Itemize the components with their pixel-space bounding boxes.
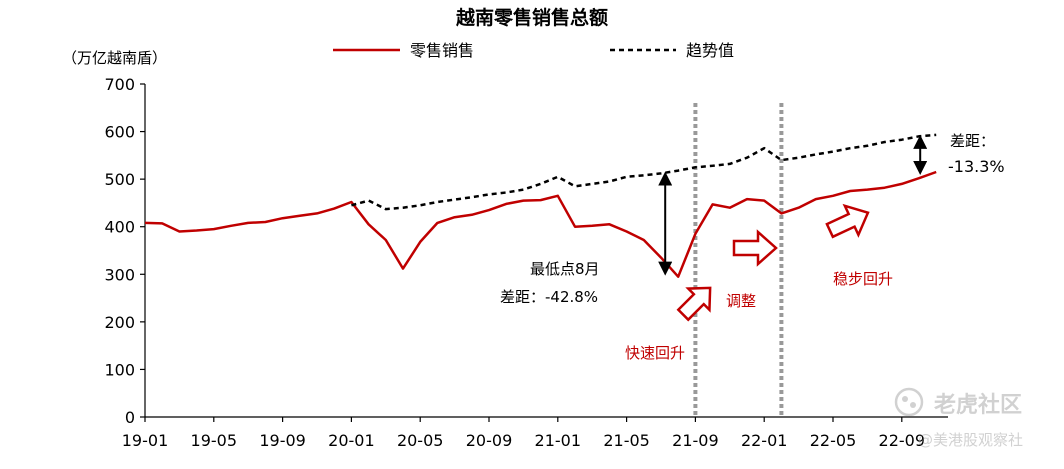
x-tick-label: 22-05 (810, 431, 857, 450)
x-tick-label: 20-05 (397, 431, 444, 450)
x-tick-label: 21-01 (535, 431, 582, 450)
phase-label-adjust: 调整 (726, 292, 756, 310)
watermark-subtext: @美港股观察社 (918, 431, 1023, 449)
y-tick-label: 600 (104, 123, 135, 142)
x-tick-label: 19-01 (122, 431, 169, 450)
series-line-retail (144, 170, 937, 278)
phase-arrow-rapid (676, 286, 712, 322)
x-tick-label: 20-09 (466, 431, 513, 450)
x-tick-label: 22-09 (879, 431, 926, 450)
y-tick-label: 100 (104, 360, 135, 379)
series-group (144, 133, 937, 278)
vertical-markers (693, 103, 784, 417)
legend-label-retail: 零售销售 (410, 41, 474, 60)
phase-arrow-adjust (732, 229, 778, 267)
x-tick-label: 19-09 (259, 431, 306, 450)
annotation-current-gap-value: -13.3% (948, 157, 1005, 176)
x-tick-label: 19-05 (191, 431, 238, 450)
y-tick-label: 300 (104, 265, 135, 284)
series-line-trend (351, 133, 937, 211)
y-unit-label: （万亿越南盾） (62, 49, 167, 67)
chart-title: 越南零售销售总额 (455, 6, 608, 29)
y-tick-label: 700 (104, 75, 135, 94)
phase-label-rapid: 快速回升 (625, 344, 685, 362)
x-tick-label: 22-01 (741, 431, 788, 450)
x-tick-label: 21-05 (603, 431, 650, 450)
watermark-logo-icon (894, 387, 924, 417)
y-tick-label: 200 (104, 313, 135, 332)
watermark-text: 老虎社区 (933, 392, 1022, 418)
annotation-current-gap-label: 差距： (950, 132, 995, 150)
y-tick-label: 500 (104, 170, 135, 189)
phase-arrow-steady (825, 203, 870, 239)
annotation-low-gap: 差距：-42.8% (500, 288, 598, 306)
x-tick-label: 20-01 (328, 431, 375, 450)
y-tick-label: 400 (104, 218, 135, 237)
annotation-low-point: 最低点8月 (530, 260, 600, 278)
watermark: 老虎社区 @美港股观察社 (894, 387, 1023, 449)
y-tick-label: 0 (125, 408, 135, 427)
legend-label-trend: 趋势值 (686, 41, 734, 60)
y-ticks: 0 100 200 300 400 500 600 700 (104, 75, 145, 427)
x-ticks: 19-01 19-05 19-09 20-01 20-05 20-09 21-01 21-05… (122, 417, 925, 450)
x-tick-label: 21-09 (672, 431, 719, 450)
legend: 零售销售 趋势值 (333, 41, 734, 60)
phase-label-steady: 稳步回升 (833, 270, 893, 288)
